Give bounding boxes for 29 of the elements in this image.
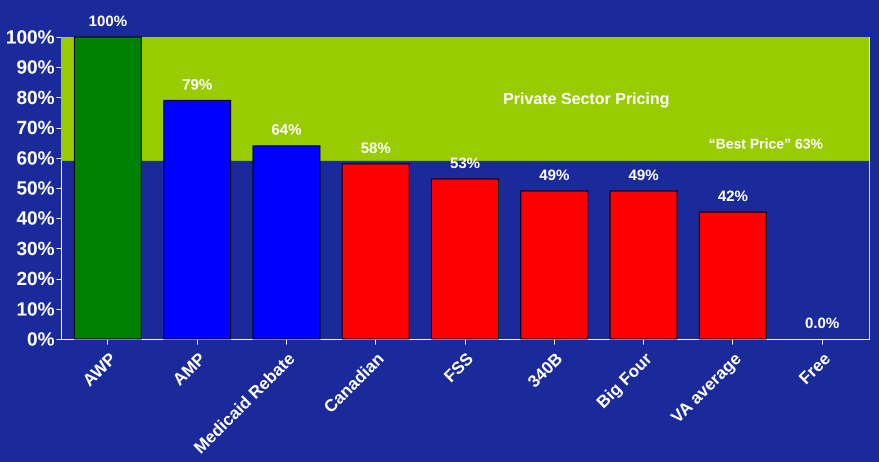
data-label: 100% [88,13,128,30]
data-label: 42% [718,188,748,206]
band-label: Private Sector Pricing [503,90,670,108]
data-label: 58% [360,140,391,157]
data-label: 49% [539,167,570,184]
y-tick-label: 40% [16,208,55,230]
bar [342,163,410,340]
data-label: 49% [628,167,659,184]
y-tick-label: 80% [16,88,55,109]
y-tick-label: 90% [16,58,55,79]
annotation: “Best Price” 63% [708,135,824,152]
bar [520,190,588,340]
y-tick-label: 50% [16,178,55,200]
y-tick-label: 20% [16,269,55,290]
bar [163,100,232,340]
y-tick-label: 100% [6,28,55,48]
data-label: 0.0% [805,315,840,332]
bar [252,145,320,340]
bar [698,212,767,340]
y-tick-label: 10% [16,299,55,320]
bar [74,36,142,340]
data-label: 64% [271,122,302,139]
y-tick-label: 30% [16,238,55,260]
y-tick-label: 70% [16,118,55,140]
data-label: 79% [182,76,212,94]
bar [610,190,678,340]
y-tick-label: 0% [27,330,55,350]
bar [431,178,499,340]
y-tick-label: 60% [16,148,55,170]
